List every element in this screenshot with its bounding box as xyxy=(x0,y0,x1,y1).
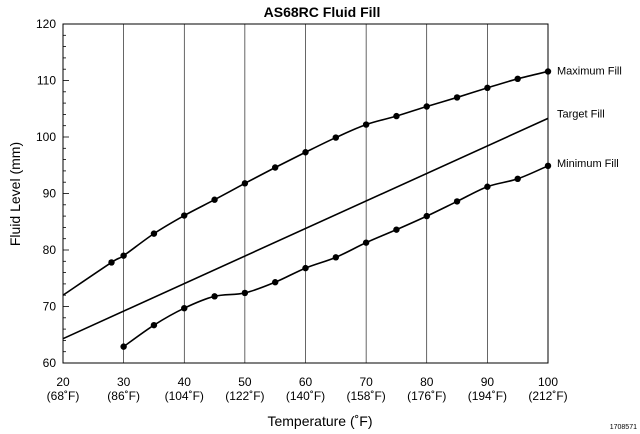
x-tick-sublabel-70: (158˚F) xyxy=(346,389,385,403)
x-tick-label-60: 60 xyxy=(299,375,313,389)
minimum-fill-point-30 xyxy=(120,343,127,350)
series-target-fill: Target Fill xyxy=(62,108,605,340)
x-axis-ticks: 20(68˚F) 30(86˚F) 40(104˚F) 50(122˚F) 60(140… xyxy=(47,375,568,403)
x-tick-sublabel-100: (212˚F) xyxy=(528,389,567,403)
minimum-fill-point-35 xyxy=(150,321,158,329)
chart-title: AS68RC Fluid Fill xyxy=(264,4,381,20)
x-tick-label-50: 50 xyxy=(238,375,252,389)
minimum-fill-point-65 xyxy=(332,254,340,261)
series-group: Maximum Fill Target Fill Minimum Fill xyxy=(62,65,622,350)
maximum-fill-point-40 xyxy=(181,212,188,219)
x-tick-label-30: 30 xyxy=(117,375,131,389)
target-fill-label: Target Fill xyxy=(557,108,605,120)
minimum-fill-point-45 xyxy=(211,293,218,300)
x-axis-label: Temperature (˚F) xyxy=(267,413,372,429)
x-tick-sublabel-60: (140˚F) xyxy=(286,389,325,403)
minimum-fill-point-70 xyxy=(362,239,370,246)
y-tick-label-60: 60 xyxy=(43,356,57,370)
x-tick-label-80: 80 xyxy=(420,375,434,389)
maximum-fill-point-45 xyxy=(211,196,218,203)
minimum-fill-point-90 xyxy=(484,183,491,190)
maximum-fill-point-85 xyxy=(453,94,461,101)
minimum-fill-point-40 xyxy=(181,304,188,312)
y-tick-label-100: 100 xyxy=(36,130,56,144)
minimum-fill-point-50 xyxy=(241,289,249,297)
x-tick-label-100: 100 xyxy=(538,375,558,389)
y-tick-label-90: 90 xyxy=(43,187,57,201)
x-tick-sublabel-40: (104˚F) xyxy=(165,389,204,403)
maximum-fill-point-65 xyxy=(332,134,340,141)
x-tick-label-20: 20 xyxy=(56,375,70,389)
maximum-fill-point-100 xyxy=(544,68,552,75)
maximum-fill-point-35 xyxy=(150,230,158,237)
x-tick-sublabel-50: (122˚F) xyxy=(225,389,264,403)
maximum-fill-point-28 xyxy=(108,259,115,266)
target-fill-line xyxy=(62,117,549,340)
vertical-gridlines xyxy=(123,24,488,363)
x-tick-sublabel-90: (194˚F) xyxy=(468,389,507,403)
maximum-fill-point-90 xyxy=(484,84,491,92)
maximum-fill-point-95 xyxy=(514,75,521,83)
y-axis-label: Fluid Level (mm) xyxy=(7,142,23,246)
y-tick-label-120: 120 xyxy=(36,17,56,31)
maximum-fill-point-70 xyxy=(362,121,370,128)
x-tick-label-90: 90 xyxy=(481,375,495,389)
y-axis-ticks: 60 70 80 90 100 110 120 xyxy=(36,17,69,370)
minimum-fill-point-100 xyxy=(544,162,552,170)
y-tick-label-110: 110 xyxy=(37,74,56,88)
maximum-fill-point-60 xyxy=(302,149,309,156)
minimum-fill-point-85 xyxy=(453,198,461,205)
maximum-fill-point-30 xyxy=(120,252,127,259)
series-minimum-fill: Minimum Fill xyxy=(120,158,619,350)
maximum-fill-point-80 xyxy=(423,103,430,110)
minimum-fill-label: Minimum Fill xyxy=(557,158,619,170)
maximum-fill-point-55 xyxy=(271,164,279,171)
x-tick-label-70: 70 xyxy=(359,375,373,389)
y-tick-label-70: 70 xyxy=(43,300,57,314)
x-tick-sublabel-30: (86˚F) xyxy=(107,389,140,403)
minimum-fill-point-75 xyxy=(393,226,400,233)
y-tick-label-80: 80 xyxy=(43,243,57,257)
minimum-fill-point-55 xyxy=(271,279,279,286)
x-tick-sublabel-80: (176˚F) xyxy=(407,389,446,403)
maximum-fill-point-50 xyxy=(241,180,249,187)
document-id: 1708571 xyxy=(610,424,637,431)
maximum-fill-label: Maximum Fill xyxy=(557,65,622,77)
minimum-fill-point-60 xyxy=(302,264,309,272)
x-tick-sublabel-20: (68˚F) xyxy=(47,389,80,403)
maximum-fill-point-75 xyxy=(393,112,400,120)
minimum-fill-point-95 xyxy=(514,175,521,183)
minimum-fill-point-80 xyxy=(423,212,430,220)
series-maximum-fill: Maximum Fill xyxy=(62,65,622,296)
x-tick-label-40: 40 xyxy=(178,375,192,389)
